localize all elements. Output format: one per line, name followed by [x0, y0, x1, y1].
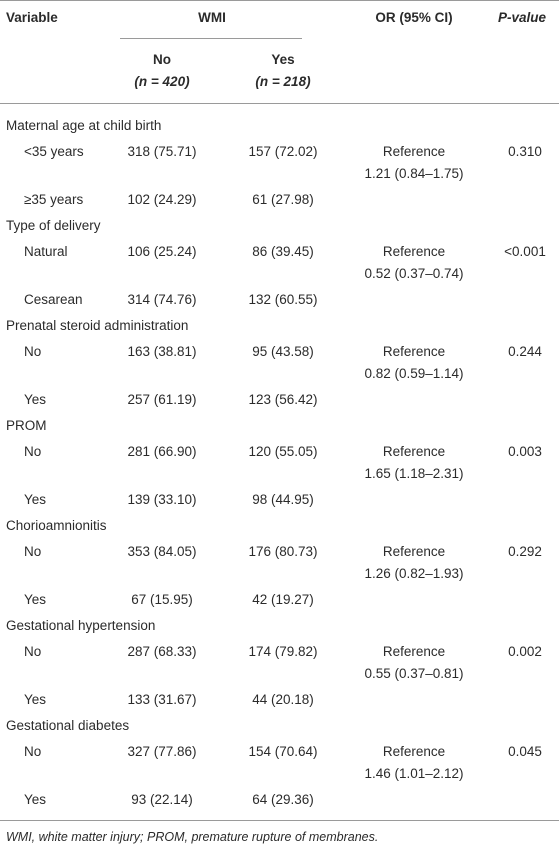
or-value: 1.21 (0.84–1.75): [364, 166, 464, 181]
group-title: PROM: [6, 418, 47, 433]
row-label: No: [24, 644, 42, 659]
cell-yes: 120 (55.05): [248, 444, 318, 459]
cell-no: 106 (25.24): [127, 244, 197, 259]
cell-yes: 64 (29.36): [252, 792, 314, 807]
or-value: 1.65 (1.18–2.31): [364, 466, 464, 481]
cell-no: 281 (66.90): [127, 444, 197, 459]
cell-yes: 154 (70.64): [248, 744, 318, 759]
p-value: <0.001: [504, 244, 546, 259]
row-label: Yes: [24, 492, 47, 507]
cell-yes: 123 (56.42): [248, 392, 318, 407]
cell-yes: 61 (27.98): [252, 192, 314, 207]
p-value: 0.292: [508, 544, 542, 559]
header-wmi: WMI: [198, 10, 226, 25]
header-rule: [0, 103, 559, 104]
header-p: P-value: [497, 10, 547, 25]
p-value: 0.045: [508, 744, 542, 759]
header-yes: Yes: [271, 52, 295, 67]
header-or: OR (95% CI): [375, 10, 453, 25]
row-label: <35 years: [24, 144, 84, 159]
row-label: No: [24, 344, 42, 359]
group-title: Gestational hypertension: [6, 618, 156, 633]
cell-no: 287 (68.33): [127, 644, 197, 659]
cell-yes: 98 (44.95): [252, 492, 314, 507]
cell-yes: 86 (39.45): [252, 244, 314, 259]
or-value: 1.26 (0.82–1.93): [364, 566, 464, 581]
cell-no: 318 (75.71): [127, 144, 197, 159]
group-title: Prenatal steroid administration: [6, 318, 189, 333]
cell-no: 133 (31.67): [127, 692, 197, 707]
row-label: Yes: [24, 592, 47, 607]
row-label: No: [24, 444, 42, 459]
wmi-rule: [120, 38, 302, 39]
or-value: 0.82 (0.59–1.14): [364, 366, 464, 381]
bottom-rule: [0, 820, 559, 821]
p-value: 0.002: [508, 644, 542, 659]
or-reference: Reference: [382, 144, 446, 159]
cell-no: 93 (22.14): [131, 792, 193, 807]
cell-no: 163 (38.81): [127, 344, 197, 359]
row-label: Yes: [24, 692, 47, 707]
cell-no: 139 (33.10): [127, 492, 197, 507]
cell-no: 314 (74.76): [127, 292, 197, 307]
or-reference: Reference: [382, 544, 446, 559]
cell-no: 102 (24.29): [127, 192, 197, 207]
p-value: 0.310: [508, 144, 542, 159]
cell-no: 353 (84.05): [127, 544, 197, 559]
group-title: Gestational diabetes: [6, 718, 130, 733]
or-value: 1.46 (1.01–2.12): [364, 766, 464, 781]
cell-yes: 42 (19.27): [252, 592, 314, 607]
row-label: Yes: [24, 792, 47, 807]
or-value: 0.52 (0.37–0.74): [364, 266, 464, 281]
p-value: 0.003: [508, 444, 542, 459]
row-label: Cesarean: [24, 292, 83, 307]
header-variable: Variable: [6, 10, 58, 25]
cell-yes: 132 (60.55): [248, 292, 318, 307]
cell-no: 67 (15.95): [131, 592, 193, 607]
row-label: Natural: [24, 244, 68, 259]
group-title: Type of delivery: [6, 218, 101, 233]
row-label: No: [24, 544, 42, 559]
cell-no: 257 (61.19): [127, 392, 197, 407]
header-no: No: [153, 52, 171, 67]
header-yes-n: (n = 218): [255, 74, 311, 89]
cell-yes: 174 (79.82): [248, 644, 318, 659]
or-value: 0.55 (0.37–0.81): [364, 666, 464, 681]
row-label: Yes: [24, 392, 47, 407]
or-reference: Reference: [382, 644, 446, 659]
cell-yes: 95 (43.58): [252, 344, 314, 359]
group-title: Chorioamnionitis: [6, 518, 107, 533]
or-reference: Reference: [382, 244, 446, 259]
or-reference: Reference: [382, 444, 446, 459]
p-value: 0.244: [508, 344, 542, 359]
cell-yes: 157 (72.02): [248, 144, 318, 159]
cell-no: 327 (77.86): [127, 744, 197, 759]
header-no-n: (n = 420): [134, 74, 190, 89]
or-reference: Reference: [382, 744, 446, 759]
group-title: Maternal age at child birth: [6, 118, 162, 133]
row-label: ≥35 years: [24, 192, 84, 207]
row-label: No: [24, 744, 42, 759]
footnote: WMI, white matter injury; PROM, prematur…: [6, 830, 379, 844]
cell-yes: 176 (80.73): [248, 544, 318, 559]
top-rule: [0, 0, 559, 1]
cell-yes: 44 (20.18): [252, 692, 314, 707]
or-reference: Reference: [382, 344, 446, 359]
